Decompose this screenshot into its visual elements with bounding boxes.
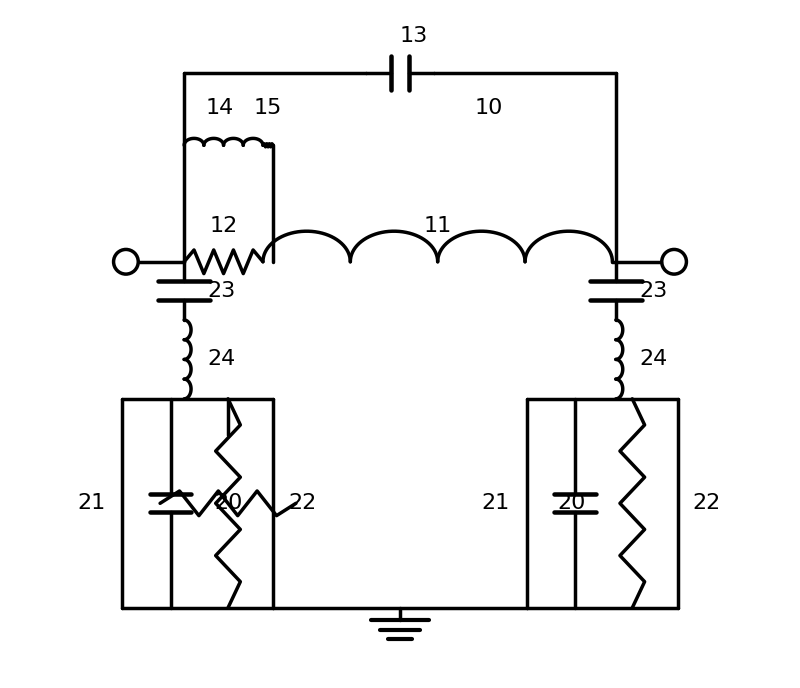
Text: 22: 22	[288, 493, 316, 513]
Text: 23: 23	[639, 281, 668, 301]
Text: 15: 15	[254, 98, 282, 118]
Text: 21: 21	[78, 493, 106, 513]
Text: 20: 20	[214, 493, 243, 513]
Text: 24: 24	[639, 350, 668, 369]
Text: 13: 13	[399, 25, 428, 45]
Text: 20: 20	[557, 493, 586, 513]
Text: 24: 24	[208, 350, 236, 369]
Text: 22: 22	[692, 493, 721, 513]
Text: 10: 10	[475, 98, 503, 118]
Text: 21: 21	[482, 493, 510, 513]
Text: 12: 12	[210, 216, 238, 236]
Text: 14: 14	[206, 98, 234, 118]
Text: 11: 11	[423, 216, 452, 236]
Text: 23: 23	[208, 281, 236, 301]
